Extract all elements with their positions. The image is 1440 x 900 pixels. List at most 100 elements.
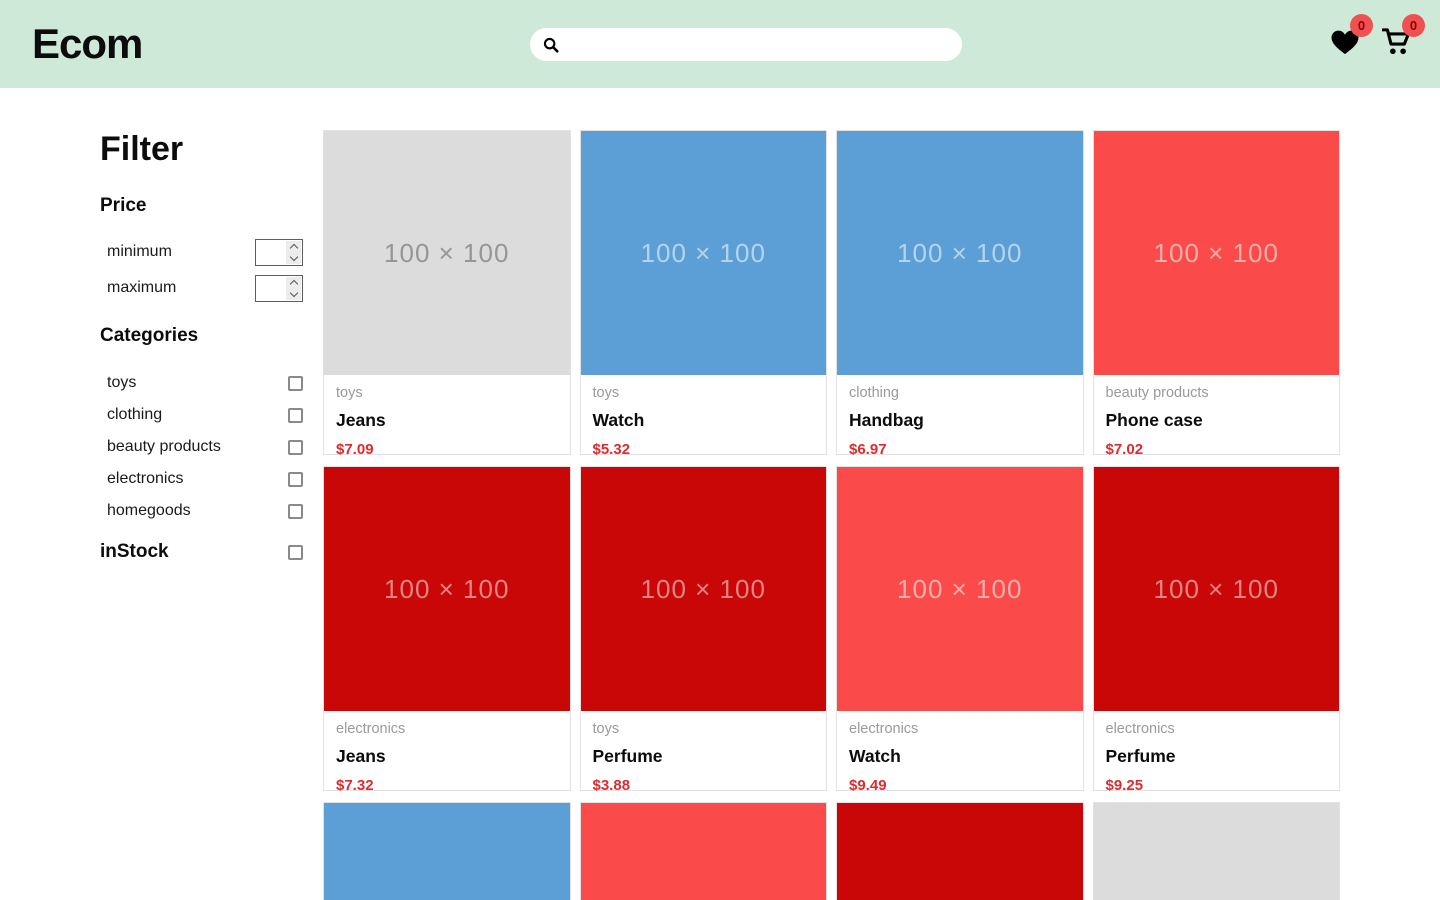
chevron-up-icon[interactable] — [289, 243, 298, 252]
product-image: 100 × 100 — [324, 803, 570, 900]
heart-icon — [1331, 30, 1359, 55]
product-card[interactable]: 100 × 100 toys Perfume $3.88 — [579, 466, 827, 794]
product-card[interactable]: 100 × 100 — [579, 802, 827, 900]
product-info: toys Jeans $7.09 — [324, 375, 570, 458]
product-price: $7.09 — [336, 441, 374, 458]
wishlist-button[interactable]: 0 — [1330, 14, 1373, 56]
product-price: $3.88 — [592, 777, 631, 794]
category-row-toys: toys — [100, 367, 303, 399]
category-checkbox-electronics[interactable] — [288, 471, 303, 487]
category-label: electronics — [107, 470, 184, 487]
product-image: 100 × 100 — [1093, 131, 1339, 375]
minimum-price-stepper[interactable] — [286, 240, 301, 264]
product-image: 100 × 100 — [324, 131, 570, 375]
product-card[interactable]: 100 × 100 electronics Watch $9.49 — [836, 466, 1084, 794]
maximum-price-input[interactable] — [255, 274, 303, 302]
category-row-homegoods: homegoods — [100, 495, 303, 527]
category-row-electronics: electronics — [100, 463, 303, 495]
product-price: $7.02 — [1105, 441, 1144, 458]
product-category: toys — [336, 385, 363, 401]
product-card[interactable]: 100 × 100 toys Watch $5.32 — [579, 130, 827, 458]
product-category: electronics — [1105, 721, 1175, 737]
product-category: electronics — [849, 721, 919, 737]
search-bar[interactable] — [530, 28, 962, 61]
product-image: 100 × 100 — [837, 467, 1083, 711]
price-maximum-row: maximum — [100, 273, 303, 303]
product-info: electronics Watch $9.49 — [837, 711, 1083, 794]
product-grid: 100 × 100 toys Jeans $7.09 100 × 100 toy… — [323, 130, 1340, 900]
product-card[interactable]: 100 × 100 toys Jeans $7.09 — [323, 130, 571, 458]
product-image: 100 × 100 — [837, 803, 1083, 900]
product-image: 100 × 100 — [580, 803, 826, 900]
product-card[interactable]: 100 × 100 beauty products Phone case $7.… — [1092, 130, 1340, 458]
chevron-down-icon[interactable] — [289, 288, 298, 297]
category-label: clothing — [107, 406, 163, 423]
category-row-beauty-products: beauty products — [100, 431, 303, 463]
cart-count-badge: 0 — [1402, 14, 1425, 37]
product-card[interactable]: 100 × 100 — [1092, 802, 1340, 900]
category-label: homegoods — [107, 502, 191, 519]
maximum-price-stepper[interactable] — [286, 276, 301, 300]
product-category: clothing — [849, 385, 899, 401]
category-label: toys — [107, 374, 137, 391]
product-info: clothing Handbag $6.97 — [837, 375, 1083, 458]
product-name: Watch — [849, 746, 901, 766]
product-image: 100 × 100 — [580, 467, 826, 711]
app-header: Ecom 0 0 — [0, 0, 1440, 88]
instock-checkbox[interactable] — [288, 544, 303, 560]
product-name: Perfume — [1105, 746, 1176, 766]
product-card[interactable]: 100 × 100 clothing Handbag $6.97 — [836, 130, 1084, 458]
category-checkbox-clothing[interactable] — [288, 407, 303, 423]
product-name: Phone case — [1105, 410, 1203, 430]
product-card[interactable]: 100 × 100 — [836, 802, 1084, 900]
product-info: electronics Perfume $9.25 — [1094, 711, 1340, 794]
product-info: electronics Jeans $7.32 — [324, 711, 570, 794]
product-price: $9.25 — [1105, 777, 1144, 794]
search-icon — [543, 37, 559, 53]
product-image: 100 × 100 — [1093, 467, 1339, 711]
product-category: toys — [592, 721, 620, 737]
product-price: $6.97 — [849, 441, 887, 458]
category-row-clothing: clothing — [100, 399, 303, 431]
product-info: toys Perfume $3.88 — [581, 711, 827, 794]
cart-button[interactable]: 0 — [1382, 14, 1425, 56]
price-heading: Price — [100, 195, 147, 216]
product-price: $9.49 — [849, 777, 887, 794]
product-price: $5.32 — [592, 441, 631, 458]
product-info: toys Watch $5.32 — [581, 375, 827, 458]
brand-logo: Ecom — [32, 20, 143, 67]
search-input[interactable] — [566, 28, 950, 61]
categories-heading: Categories — [100, 325, 199, 346]
category-label: beauty products — [107, 438, 221, 455]
chevron-up-icon[interactable] — [289, 279, 298, 288]
chevron-down-icon[interactable] — [289, 252, 298, 261]
minimum-price-input[interactable] — [255, 238, 303, 266]
price-minimum-row: minimum — [100, 237, 303, 267]
instock-row: inStock — [100, 541, 303, 563]
product-card[interactable]: 100 × 100 electronics Perfume $9.25 — [1092, 466, 1340, 794]
product-name: Perfume — [592, 746, 663, 766]
product-category: beauty products — [1105, 385, 1209, 401]
product-name: Jeans — [336, 746, 386, 766]
product-name: Watch — [592, 410, 645, 430]
product-category: electronics — [336, 721, 406, 737]
product-category: toys — [592, 385, 620, 401]
category-checkbox-toys[interactable] — [288, 375, 303, 391]
product-info: beauty products Phone case $7.02 — [1094, 375, 1340, 458]
product-image: 100 × 100 — [324, 467, 570, 711]
category-checkbox-beauty-products[interactable] — [288, 439, 303, 455]
product-name: Jeans — [336, 410, 386, 430]
instock-label: inStock — [100, 541, 169, 562]
product-card[interactable]: 100 × 100 — [323, 802, 571, 900]
maximum-price-field[interactable] — [256, 275, 286, 301]
product-image: 100 × 100 — [1093, 803, 1339, 900]
product-price: $7.32 — [336, 777, 374, 794]
minimum-label: minimum — [107, 243, 172, 260]
category-checkbox-homegoods[interactable] — [288, 503, 303, 519]
product-image: 100 × 100 — [837, 131, 1083, 375]
maximum-label: maximum — [107, 279, 177, 296]
product-image: 100 × 100 — [580, 131, 826, 375]
product-card[interactable]: 100 × 100 electronics Jeans $7.32 — [323, 466, 571, 794]
filter-title: Filter — [100, 130, 184, 168]
minimum-price-field[interactable] — [256, 239, 286, 265]
